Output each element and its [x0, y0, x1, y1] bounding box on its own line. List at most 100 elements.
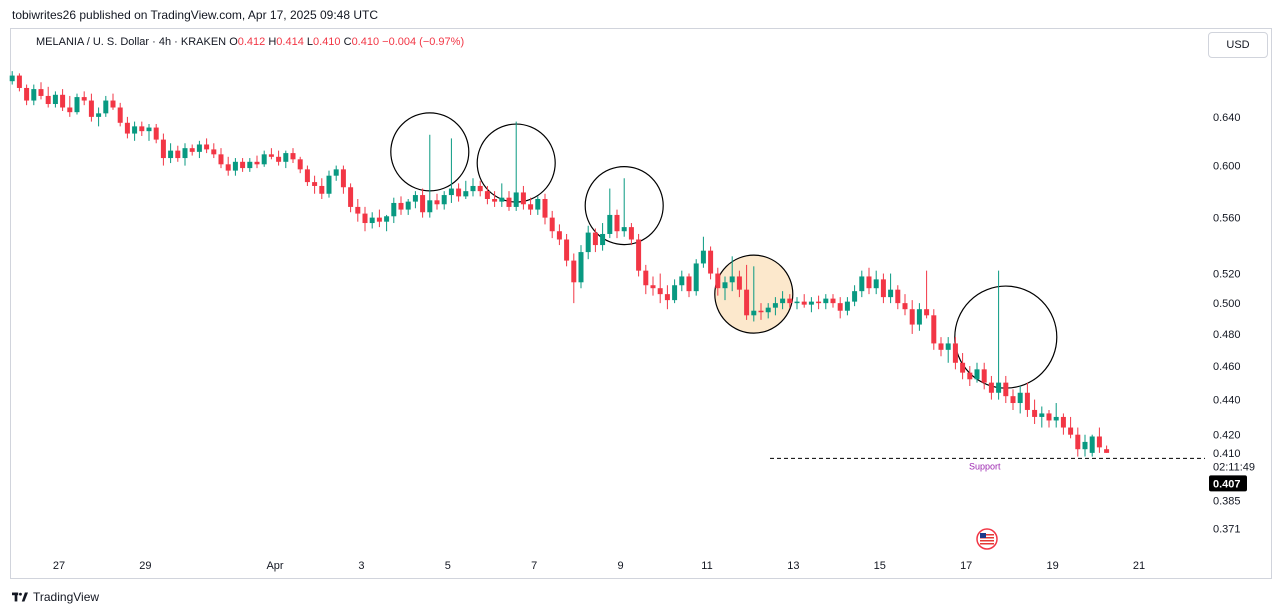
candle	[312, 175, 318, 194]
candle-body	[528, 204, 534, 210]
publisher-line: tobiwrites26 published on TradingView.co…	[12, 8, 378, 22]
price-axis: 0.640 0.600 0.560 0.520 0.500 0.480 0.460 0.440…	[1213, 112, 1241, 535]
candle	[852, 285, 858, 307]
candle	[117, 102, 123, 127]
candle-body	[254, 161, 260, 165]
us-flag-event-icon[interactable]	[976, 528, 998, 550]
candle-body	[736, 276, 742, 290]
candle-body	[110, 100, 116, 108]
candle	[477, 180, 483, 197]
candle-body	[960, 362, 966, 373]
candle-body	[52, 94, 58, 105]
candle-body	[146, 127, 152, 132]
candle	[420, 188, 426, 218]
candle	[1017, 385, 1023, 414]
candle	[110, 93, 116, 110]
candle-body	[1003, 382, 1009, 397]
candle-body	[636, 239, 642, 271]
candle-body	[81, 97, 87, 101]
candle	[808, 297, 814, 313]
time-tick-label: 5	[445, 560, 451, 572]
candle-body	[808, 301, 814, 305]
candle	[938, 337, 944, 357]
candle	[470, 178, 476, 197]
candle	[672, 279, 678, 304]
brand-name[interactable]: TradingView	[33, 590, 100, 604]
time-tick-label: 15	[874, 560, 886, 572]
price-tick-label: 0.640	[1213, 112, 1241, 124]
time-tick-label: 3	[358, 560, 364, 572]
candle	[297, 156, 303, 174]
candle	[780, 291, 786, 310]
candle	[513, 121, 519, 211]
candle-body	[859, 276, 865, 292]
candle	[355, 198, 361, 222]
candle	[945, 337, 951, 363]
candle-body	[96, 113, 102, 117]
candle-body	[888, 289, 894, 298]
candle-body	[434, 200, 440, 205]
currency-button[interactable]: USD	[1208, 32, 1268, 58]
candle-body	[304, 169, 310, 183]
candle	[628, 223, 634, 246]
candle	[765, 303, 771, 319]
time-tick-label: 7	[531, 560, 537, 572]
candle	[60, 89, 66, 111]
time-tick-label: 17	[960, 560, 972, 572]
candle	[931, 309, 937, 350]
candle-body	[290, 153, 296, 160]
candle	[744, 264, 750, 320]
candle-body	[348, 187, 354, 207]
candle-body	[672, 285, 678, 301]
candle	[607, 188, 613, 239]
annotation-circle[interactable]	[584, 165, 664, 246]
current-price-badge	[1209, 475, 1247, 492]
candle	[326, 170, 332, 198]
price-tick-label: 0.371	[1213, 523, 1241, 535]
candle-body	[1096, 436, 1102, 448]
candle	[535, 196, 541, 215]
candle-body	[362, 213, 368, 224]
candle-body	[427, 200, 433, 213]
candle	[650, 276, 656, 296]
candle	[499, 183, 505, 207]
candle-body	[981, 369, 987, 383]
candle	[801, 294, 807, 308]
candle-body	[211, 149, 217, 155]
close-value: 0.410	[351, 36, 380, 48]
candle-body	[333, 169, 339, 176]
candle	[564, 233, 570, 267]
candle	[787, 294, 793, 308]
candle	[880, 273, 886, 304]
candle-body	[139, 126, 145, 132]
time-tick-label: Apr	[266, 560, 283, 572]
candle-body	[1075, 434, 1081, 450]
chart-frame[interactable]	[10, 28, 1272, 579]
symbol-name[interactable]: MELANIA / U. S. Dollar · 4h · KRAKEN	[36, 36, 227, 48]
candle	[1089, 434, 1095, 457]
candle-body	[384, 216, 390, 222]
time-axis: 27 29 Apr 3 5 7 9 11 13 15 17 19 21	[53, 560, 1145, 572]
time-tick-label: 29	[139, 560, 151, 572]
candle-body	[837, 303, 843, 311]
candle	[859, 270, 865, 298]
candle	[376, 209, 382, 228]
candle-body	[204, 144, 210, 150]
candle-body	[801, 301, 807, 305]
candle	[578, 245, 584, 289]
candle-body	[902, 303, 908, 310]
candle-body	[160, 139, 166, 159]
candle	[1010, 389, 1016, 410]
candle	[88, 93, 94, 122]
candle	[441, 191, 447, 210]
candle-body	[189, 148, 195, 152]
candle	[679, 270, 685, 292]
candle	[916, 303, 922, 331]
current-price-label: 0.407	[1213, 478, 1241, 490]
candle	[1096, 427, 1102, 453]
candle-body	[520, 192, 526, 205]
candle	[542, 193, 548, 225]
candle-body	[312, 182, 318, 186]
candle	[153, 123, 159, 144]
